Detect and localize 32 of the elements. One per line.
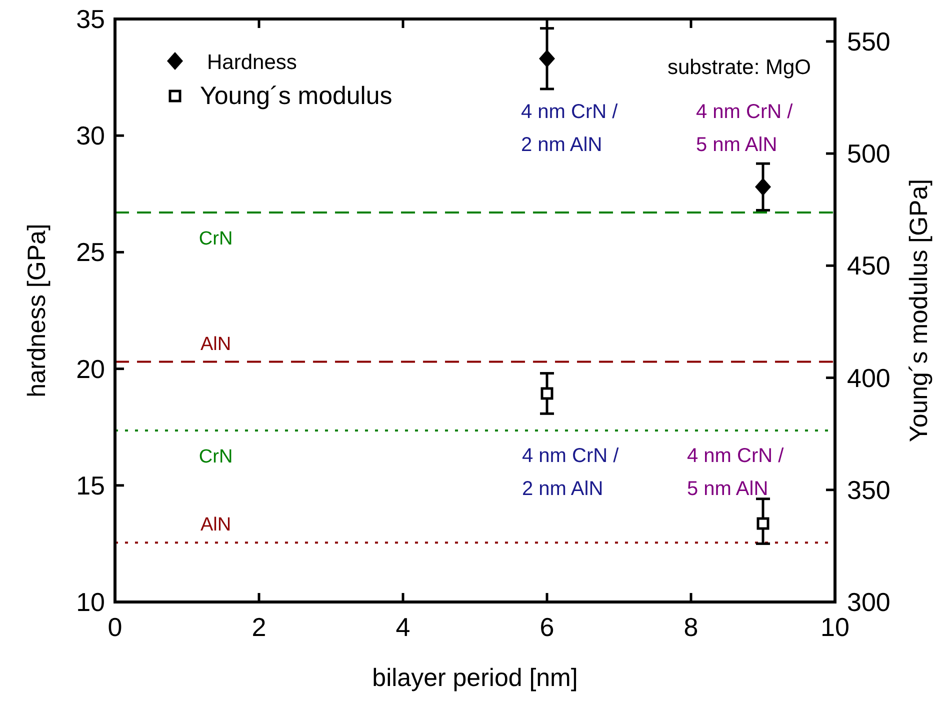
x-tick-label: 6: [540, 612, 554, 642]
annotation: substrate: MgO: [667, 56, 811, 79]
y2-axis-title: Young´s modulus [GPa]: [905, 178, 933, 442]
x-tick-label: 0: [108, 612, 122, 642]
annotation: 4 nm CrN / 2 nm AlN: [522, 445, 620, 500]
y2-tick-label: 550: [847, 26, 890, 56]
x-tick-label: 4: [396, 612, 410, 642]
x-tick-label: 2: [252, 612, 266, 642]
ref-line-label: CrN: [198, 228, 233, 250]
y-tick-label: 20: [76, 354, 105, 384]
y2-tick-label: 300: [847, 587, 890, 617]
y-tick-label: 15: [76, 470, 105, 500]
legend-label: Young´s modulus: [200, 82, 392, 110]
x-tick-label: 10: [820, 612, 850, 642]
y-tick-label: 30: [76, 120, 105, 151]
annotation: 4 nm CrN / 5 nm AlN: [687, 445, 784, 500]
x-tick-label: 8: [684, 612, 698, 642]
ref-line-label: CrN: [198, 446, 233, 468]
annotation: 4 nm CrN / 5 nm AlN: [696, 101, 794, 156]
y2-tick-label: 450: [847, 250, 890, 281]
y-axis-title: hardness [GPa]: [23, 224, 51, 398]
x-axis-title: bilayer period [nm]: [372, 664, 578, 692]
y-tick-label: 35: [76, 4, 105, 34]
y-tick-label: 10: [76, 587, 105, 617]
ref-line-label: AlN: [200, 514, 232, 536]
ref-line-label: AlN: [200, 334, 232, 355]
y-tick-label: 25: [76, 237, 105, 268]
y2-tick-label: 400: [847, 362, 890, 393]
annotation: 4 nm CrN / 2 nm AlN: [521, 101, 618, 156]
y2-tick-label: 350: [847, 474, 890, 505]
legend-label: Hardness: [207, 51, 297, 74]
y2-tick-label: 500: [847, 138, 890, 169]
